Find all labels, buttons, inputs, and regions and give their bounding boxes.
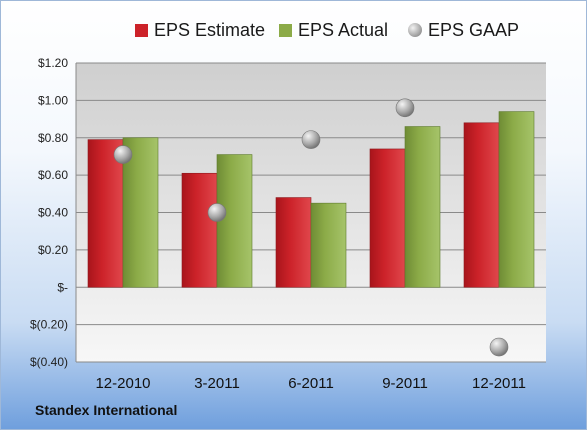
bar-eps-actual	[498, 111, 535, 288]
y-tick-label: $1.00	[38, 93, 68, 107]
marker-eps-gaap	[395, 98, 415, 118]
x-tick-label: 6-2011	[288, 375, 334, 392]
bar-eps-estimate	[275, 197, 312, 288]
legend: EPS Estimate EPS Actual EPS GAAP	[1, 18, 587, 42]
y-tick-label: $0.40	[38, 206, 68, 220]
legend-swatch-estimate	[135, 23, 148, 37]
y-tick-label: $0.80	[38, 131, 68, 145]
x-tick-label: 12-2010	[95, 375, 150, 392]
bar-eps-actual	[404, 126, 441, 288]
x-tick-label: 12-2011	[472, 375, 526, 392]
legend-item-actual: EPS Actual	[279, 18, 388, 42]
marker-eps-gaap	[207, 203, 227, 222]
legend-item-estimate: EPS Estimate	[135, 18, 265, 42]
legend-label-estimate: EPS Estimate	[154, 19, 266, 40]
y-tick-label: $-	[57, 280, 68, 294]
legend-marker-gaap	[408, 23, 422, 37]
legend-item-gaap: EPS GAAP	[408, 18, 519, 42]
y-tick-label: $0.20	[38, 243, 68, 257]
y-tick-label: $(0.20)	[30, 318, 68, 332]
bar-eps-estimate	[463, 122, 500, 288]
y-tick-label: $0.60	[38, 168, 68, 182]
bar-eps-actual	[216, 154, 253, 288]
x-tick-label: 9-2011	[382, 375, 428, 392]
legend-label-actual: EPS Actual	[298, 19, 389, 40]
x-tick-label: 3-2011	[194, 375, 240, 392]
bar-eps-actual	[122, 137, 159, 288]
marker-eps-gaap	[113, 145, 133, 164]
y-tick-label: $(0.40)	[30, 355, 68, 369]
y-tick-label: $1.20	[38, 56, 68, 70]
company-name: Standex International	[35, 402, 178, 418]
bar-eps-estimate	[87, 139, 124, 288]
bar-eps-actual	[310, 202, 347, 288]
marker-eps-gaap	[301, 130, 321, 149]
legend-label-gaap: EPS GAAP	[428, 19, 520, 40]
marker-eps-gaap	[489, 337, 509, 357]
bar-eps-estimate	[181, 172, 218, 288]
legend-swatch-actual	[279, 23, 292, 37]
bar-eps-estimate	[369, 148, 406, 288]
